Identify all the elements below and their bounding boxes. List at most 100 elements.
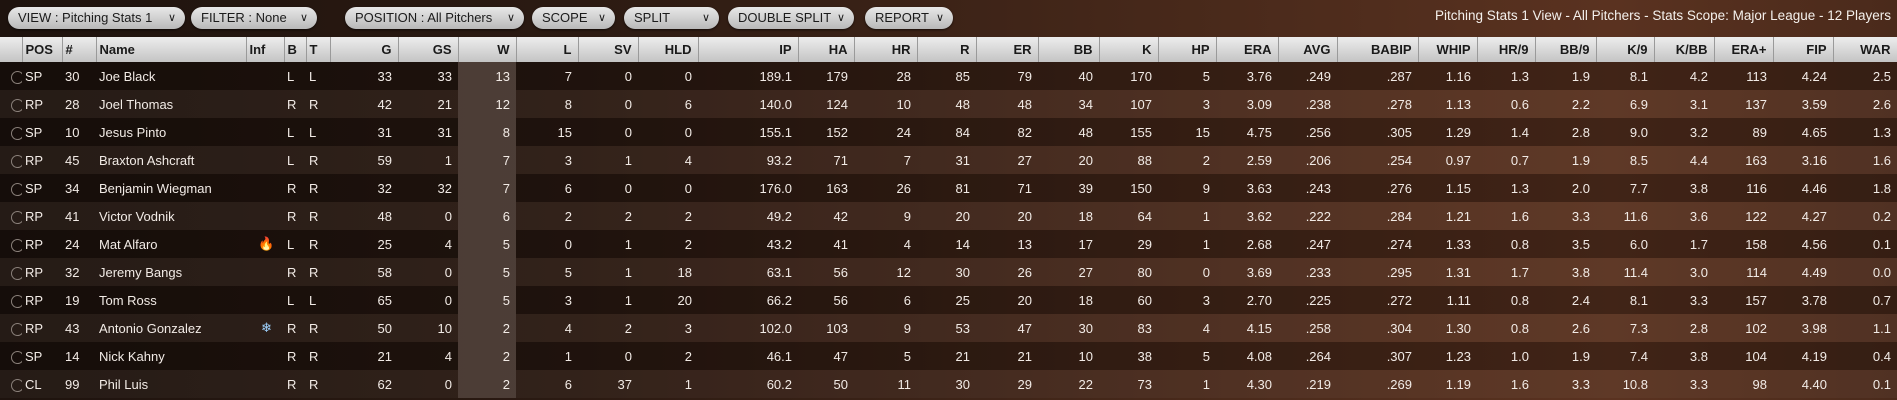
row-select-radio[interactable] bbox=[11, 378, 22, 392]
position-dropdown[interactable]: POSITION : All Pitchers ∨ bbox=[345, 7, 524, 29]
column-header-ha[interactable]: HA bbox=[798, 37, 855, 62]
column-header-t[interactable]: T bbox=[306, 37, 331, 62]
cell-hr-9: 1.3 bbox=[1477, 174, 1535, 202]
cell-babip: .284 bbox=[1337, 202, 1418, 230]
table-row[interactable]: RP 45 Braxton Ashcraft L R 59 1 7 3 1 4 93.2 71 7 31 27… bbox=[0, 146, 1897, 174]
column-header-select[interactable] bbox=[0, 37, 23, 62]
column-header-inf[interactable]: Inf bbox=[246, 37, 285, 62]
player-name-link[interactable]: Nick Kahny bbox=[96, 342, 246, 370]
row-select-radio[interactable] bbox=[11, 210, 22, 224]
table-row[interactable]: CL 99 Phil Luis R R 62 0 2 6 37 1 60.2 50 11 30 29 22 73 1… bbox=[0, 370, 1897, 398]
cell-k: 150 bbox=[1099, 174, 1158, 202]
column-header-g[interactable]: G bbox=[330, 37, 399, 62]
column-header--[interactable]: # bbox=[62, 37, 97, 62]
player-name-link[interactable]: Phil Luis bbox=[96, 370, 246, 398]
cell-l: 0 bbox=[516, 230, 578, 258]
column-header-hr[interactable]: HR bbox=[854, 37, 918, 62]
cell-era-: 104 bbox=[1714, 342, 1773, 370]
column-header-w[interactable]: W bbox=[458, 37, 517, 62]
player-name-link[interactable]: Jesus Pinto bbox=[96, 118, 246, 146]
table-row[interactable]: SP 10 Jesus Pinto L L 31 31 8 15 0 0 155.1 152 24 84 82… bbox=[0, 118, 1897, 146]
cell-g: 31 bbox=[330, 118, 398, 146]
cell-b: L bbox=[284, 230, 306, 258]
column-header-avg[interactable]: AVG bbox=[1278, 37, 1338, 62]
table-row[interactable]: RP 19 Tom Ross L L 65 0 5 3 1 20 66.2 56 6 25 20 18 60 3 2.… bbox=[0, 286, 1897, 314]
cell-k-9: 6.9 bbox=[1596, 90, 1654, 118]
column-header-hp[interactable]: HP bbox=[1158, 37, 1217, 62]
column-header-bb[interactable]: BB bbox=[1038, 37, 1100, 62]
view-dropdown[interactable]: VIEW : Pitching Stats 1 ∨ bbox=[8, 7, 185, 29]
cell-bb: 20 bbox=[1038, 146, 1099, 174]
column-header-hld[interactable]: HLD bbox=[638, 37, 699, 62]
table-row[interactable]: RP 32 Jeremy Bangs R R 58 0 5 5 1 18 63.1 56 12 30 26 27… bbox=[0, 258, 1897, 286]
double-split-dropdown[interactable]: DOUBLE SPLIT ∨ bbox=[728, 7, 854, 29]
column-header-war[interactable]: WAR bbox=[1833, 37, 1897, 62]
column-header-l[interactable]: L bbox=[516, 37, 579, 62]
column-header-babip[interactable]: BABIP bbox=[1337, 37, 1419, 62]
table-row[interactable]: RP 24 Mat Alfaro 🔥 L R 25 4 5 0 1 2 43.2 41 4 14 13 17 29 1… bbox=[0, 230, 1897, 258]
cell-b: R bbox=[284, 314, 306, 342]
player-name-link[interactable]: Joe Black bbox=[96, 62, 246, 90]
scope-dropdown[interactable]: SCOPE ∨ bbox=[532, 7, 615, 29]
cell-ha: 179 bbox=[798, 62, 854, 90]
row-select-radio[interactable] bbox=[11, 266, 22, 280]
player-name-link[interactable]: Antonio Gonzalez bbox=[96, 314, 246, 342]
split-dropdown[interactable]: SPLIT ∨ bbox=[624, 7, 719, 29]
player-name-link[interactable]: Mat Alfaro bbox=[96, 230, 246, 258]
row-select-radio[interactable] bbox=[11, 154, 22, 168]
column-header-whip[interactable]: WHIP bbox=[1418, 37, 1478, 62]
cell-bb-9: 1.9 bbox=[1535, 146, 1596, 174]
column-header-k-bb[interactable]: K/BB bbox=[1654, 37, 1715, 62]
cell-k: 83 bbox=[1099, 314, 1158, 342]
player-name-link[interactable]: Benjamin Wiegman bbox=[96, 174, 246, 202]
player-name-link[interactable]: Joel Thomas bbox=[96, 90, 246, 118]
column-header-sv[interactable]: SV bbox=[578, 37, 639, 62]
table-row[interactable]: RP 28 Joel Thomas R R 42 21 12 8 0 6 140.0 124 10 48 48… bbox=[0, 90, 1897, 118]
row-select-radio[interactable] bbox=[11, 98, 22, 112]
cell-inf bbox=[246, 90, 284, 118]
row-select-radio[interactable] bbox=[11, 182, 22, 196]
report-dropdown[interactable]: REPORT ∨ bbox=[865, 7, 953, 29]
column-header-era[interactable]: ERA bbox=[1216, 37, 1279, 62]
table-row[interactable]: SP 14 Nick Kahny R R 21 4 2 1 0 2 46.1 47 5 21 21 10 38 5 4… bbox=[0, 342, 1897, 370]
column-header-ip[interactable]: IP bbox=[698, 37, 799, 62]
row-select-radio[interactable] bbox=[11, 294, 22, 308]
column-header-b[interactable]: B bbox=[284, 37, 307, 62]
column-header-bb-9[interactable]: BB/9 bbox=[1535, 37, 1597, 62]
table-row[interactable]: SP 30 Joe Black L L 33 33 13 7 0 0 189.1 179 28 85 79 40… bbox=[0, 62, 1897, 90]
cell-k: 73 bbox=[1099, 370, 1158, 398]
row-select-radio[interactable] bbox=[11, 70, 22, 84]
row-select-radio[interactable] bbox=[11, 350, 22, 364]
player-name-link[interactable]: Jeremy Bangs bbox=[96, 258, 246, 286]
cell-hr-9: 1.7 bbox=[1477, 258, 1535, 286]
cell-fip: 4.56 bbox=[1773, 230, 1833, 258]
player-name-link[interactable]: Braxton Ashcraft bbox=[96, 146, 246, 174]
cell-k: 29 bbox=[1099, 230, 1158, 258]
table-row[interactable]: SP 34 Benjamin Wiegman R R 32 32 7 6 0 0 176.0 163 26… bbox=[0, 174, 1897, 202]
player-name-link[interactable]: Victor Vodnik bbox=[96, 202, 246, 230]
filter-dropdown[interactable]: FILTER : None ∨ bbox=[191, 7, 317, 29]
cell-era-: 114 bbox=[1714, 258, 1773, 286]
cell-inf bbox=[246, 118, 284, 146]
column-header-era-[interactable]: ERA+ bbox=[1714, 37, 1774, 62]
table-row[interactable]: RP 41 Victor Vodnik R R 48 0 6 2 2 2 49.2 42 9 20 20 18 6… bbox=[0, 202, 1897, 230]
cell-k-bb: 2.8 bbox=[1654, 314, 1714, 342]
column-header-k[interactable]: K bbox=[1099, 37, 1159, 62]
cell-ha: 41 bbox=[798, 230, 854, 258]
cell-war: 0.1 bbox=[1833, 370, 1897, 398]
column-header-r[interactable]: R bbox=[917, 37, 977, 62]
row-select-radio[interactable] bbox=[11, 322, 22, 336]
row-select-radio[interactable] bbox=[11, 126, 22, 140]
column-header-gs[interactable]: GS bbox=[398, 37, 459, 62]
column-header-k-9[interactable]: K/9 bbox=[1596, 37, 1655, 62]
cell-sv: 1 bbox=[578, 146, 638, 174]
cell-babip: .295 bbox=[1337, 258, 1418, 286]
column-header-fip[interactable]: FIP bbox=[1773, 37, 1834, 62]
column-header-pos[interactable]: POS bbox=[22, 37, 63, 62]
table-row[interactable]: RP 43 Antonio Gonzalez ❄ R R 50 10 2 4 2 3 102.0 103 9… bbox=[0, 314, 1897, 342]
player-name-link[interactable]: Tom Ross bbox=[96, 286, 246, 314]
row-select-radio[interactable] bbox=[11, 238, 22, 252]
column-header-hr-9[interactable]: HR/9 bbox=[1477, 37, 1536, 62]
column-header-er[interactable]: ER bbox=[976, 37, 1039, 62]
column-header-name[interactable]: Name bbox=[96, 37, 247, 62]
